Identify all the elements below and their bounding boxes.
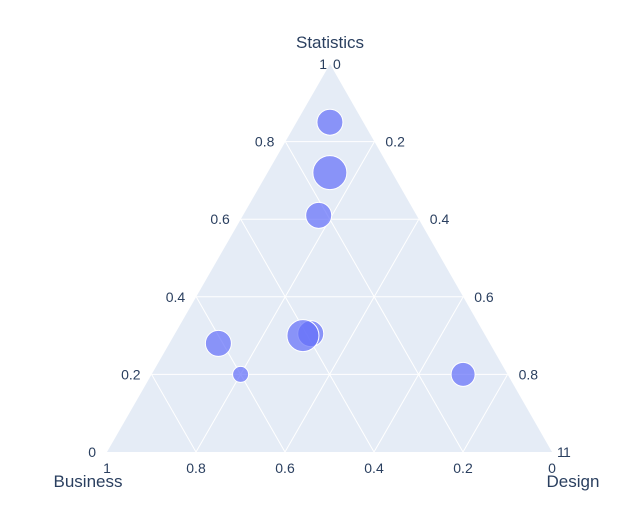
tick-label-statistics: 0.6 — [210, 211, 230, 227]
tick-label-design: 1 — [563, 444, 571, 460]
grid-line-business — [151, 374, 197, 453]
data-point[interactable] — [450, 361, 476, 387]
axis-title-statistics: Statistics — [296, 33, 364, 52]
axis-title-design: Design — [547, 472, 600, 491]
tick-label-statistics: 0.8 — [255, 134, 275, 150]
data-point[interactable] — [312, 155, 348, 191]
tick-label-statistics: 1 — [319, 56, 327, 72]
tick-label-design: 0 — [333, 56, 341, 72]
tick-label-design: 0.8 — [519, 366, 539, 382]
grid-line-design — [284, 218, 420, 453]
data-point[interactable] — [316, 108, 344, 136]
grid-line-design — [462, 374, 509, 453]
tick-label-business: 0.2 — [453, 460, 473, 476]
data-point[interactable] — [232, 365, 250, 383]
tick-label-statistics: 0 — [88, 444, 96, 460]
tick-label-design: 0.2 — [385, 134, 405, 150]
tick-label-statistics: 0.4 — [166, 289, 186, 305]
tick-label-design: 0.6 — [474, 289, 494, 305]
tick-label-statistics: 0.2 — [121, 366, 141, 382]
data-points — [204, 108, 476, 387]
tick-label-design: 1 — [557, 444, 565, 460]
tick-label-business: 0.8 — [186, 460, 206, 476]
ternary-tick-labels: 0.20.40.60.8100.20.40.60.8100.20.40.60.8… — [88, 56, 571, 476]
tick-label-design: 0.4 — [430, 211, 450, 227]
grid-line-design — [373, 296, 464, 453]
data-point[interactable] — [286, 319, 320, 353]
data-point[interactable] — [305, 201, 333, 229]
data-point[interactable] — [204, 329, 232, 357]
tick-label-business: 1 — [103, 460, 111, 476]
tick-label-business: 0.6 — [275, 460, 295, 476]
axis-title-business: Business — [54, 472, 123, 491]
tick-label-business: 0 — [548, 460, 556, 476]
tick-label-business: 0.4 — [364, 460, 384, 476]
